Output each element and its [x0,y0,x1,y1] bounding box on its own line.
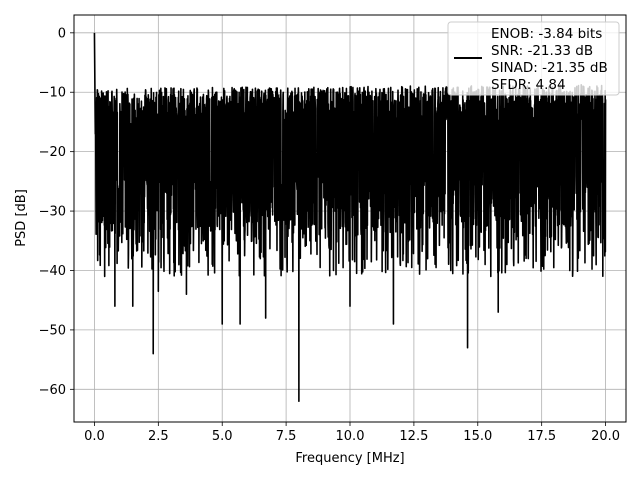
x-tick-label: 2.5 [148,429,169,444]
x-tick-label: 7.5 [276,429,297,444]
y-tick-label: −60 [39,383,66,398]
x-tick-label: 12.5 [399,429,428,444]
x-tick-label: 20.0 [591,429,620,444]
x-tick-label: 5.0 [212,429,233,444]
legend-enob: ENOB: -3.84 bits [491,26,602,42]
y-tick-label: −50 [39,323,66,338]
x-tick-label: 0.0 [84,429,105,444]
y-tick-label: −10 [39,86,66,101]
legend-snr: SNR: -21.33 dB [491,43,593,59]
legend-box [447,21,620,96]
y-tick-label: 0 [58,26,66,41]
x-axis-ticks: 0.0 2.5 5.0 7.5 10.0 12.5 15.0 17.5 20.0 [84,422,620,444]
legend-sinad: SINAD: -21.35 dB [491,60,608,76]
legend-sfdr: SFDR: 4.84 [491,77,566,93]
legend: ENOB: -3.84 bits SNR: -21.33 dB SINAD: -… [447,21,620,96]
y-tick-label: −20 [39,145,66,160]
y-tick-label: −40 [39,264,66,279]
y-axis-label: PSD [dB] [14,189,29,247]
x-axis-label: Frequency [MHz] [295,451,404,466]
x-tick-label: 10.0 [336,429,365,444]
x-tick-label: 17.5 [527,429,556,444]
psd-series [93,32,607,402]
y-axis-ticks: 0 −10 −20 −30 −40 −50 −60 [39,26,74,398]
x-tick-label: 15.0 [463,429,492,444]
y-tick-label: −30 [39,205,66,220]
psd-line [93,32,607,402]
